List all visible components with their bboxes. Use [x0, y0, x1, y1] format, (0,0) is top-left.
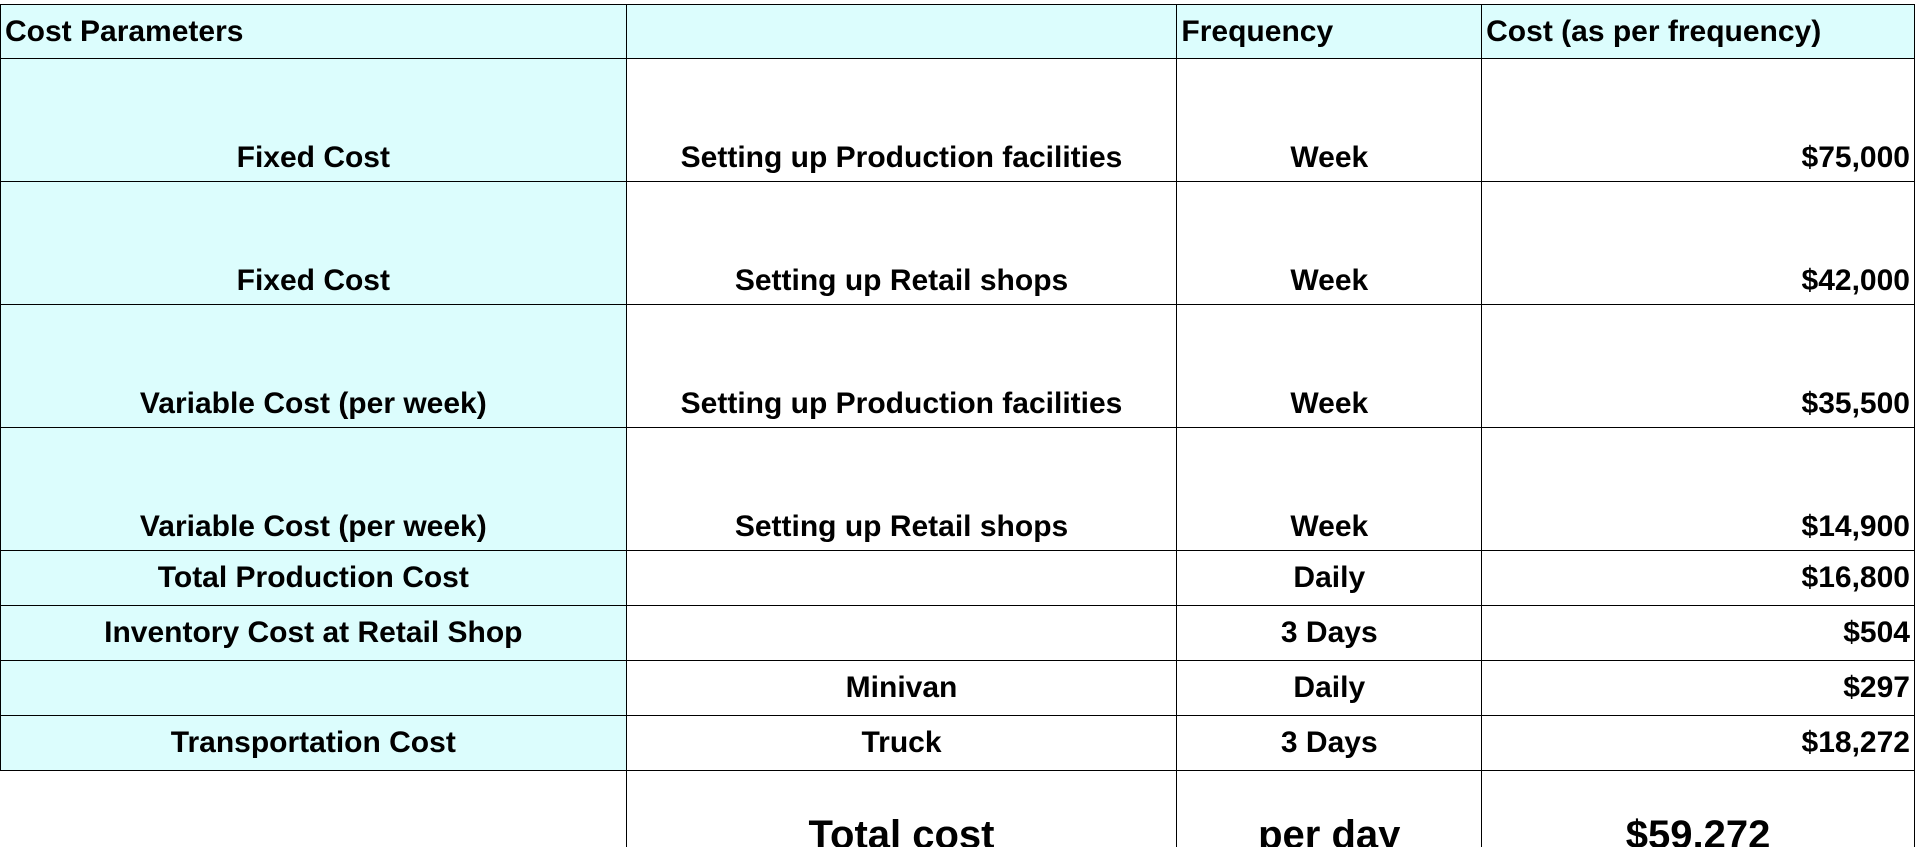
total-blank-cell — [0, 770, 627, 847]
table-row: Variable Cost (per week) Setting up Reta… — [0, 427, 1915, 551]
table-row: Minivan Daily $297 — [0, 660, 1915, 716]
table-row: Transportation Cost Truck 3 Days $18,272 — [0, 715, 1915, 771]
row-detail: Minivan — [625, 660, 1178, 716]
total-value: $59,272 — [1481, 770, 1915, 847]
row-parameter: Fixed Cost — [0, 58, 627, 182]
row-parameter: Variable Cost (per week) — [0, 427, 627, 551]
header-cost: Cost (as per frequency) — [1481, 4, 1915, 59]
total-frequency: per day — [1176, 770, 1483, 847]
row-cost: $504 — [1481, 605, 1915, 661]
cost-table: Cost Parameters Frequency Cost (as per f… — [0, 4, 1915, 847]
row-frequency: Daily — [1176, 550, 1483, 606]
row-frequency: 3 Days — [1176, 605, 1483, 661]
row-cost: $18,272 — [1481, 715, 1915, 771]
header-row: Cost Parameters Frequency Cost (as per f… — [0, 4, 1915, 59]
row-parameter: Fixed Cost — [0, 181, 627, 305]
row-frequency: Week — [1176, 58, 1483, 182]
header-detail — [625, 4, 1178, 59]
row-frequency: Week — [1176, 181, 1483, 305]
row-detail: Truck — [625, 715, 1178, 771]
row-frequency: Daily — [1176, 660, 1483, 716]
row-cost: $35,500 — [1481, 304, 1915, 428]
row-frequency: Week — [1176, 427, 1483, 551]
cost-table-container: Cost Parameters Frequency Cost (as per f… — [0, 4, 1915, 847]
row-cost: $42,000 — [1481, 181, 1915, 305]
total-row: Total cost per day $59,272 — [0, 770, 1915, 847]
row-detail: Setting up Production facilities — [625, 304, 1178, 428]
row-cost: $297 — [1481, 660, 1915, 716]
row-detail: Setting up Retail shops — [625, 181, 1178, 305]
row-cost: $16,800 — [1481, 550, 1915, 606]
row-detail: Setting up Retail shops — [625, 427, 1178, 551]
table-row: Variable Cost (per week) Setting up Prod… — [0, 304, 1915, 428]
row-cost: $75,000 — [1481, 58, 1915, 182]
row-detail — [625, 550, 1178, 606]
header-frequency: Frequency — [1176, 4, 1483, 59]
table-row: Total Production Cost Daily $16,800 — [0, 550, 1915, 606]
row-parameter: Variable Cost (per week) — [0, 304, 627, 428]
row-parameter — [0, 660, 627, 716]
row-detail: Setting up Production facilities — [625, 58, 1178, 182]
table-row: Fixed Cost Setting up Production facilit… — [0, 58, 1915, 182]
row-parameter: Total Production Cost — [0, 550, 627, 606]
row-parameter: Inventory Cost at Retail Shop — [0, 605, 627, 661]
row-frequency: 3 Days — [1176, 715, 1483, 771]
row-frequency: Week — [1176, 304, 1483, 428]
row-cost: $14,900 — [1481, 427, 1915, 551]
table-row: Inventory Cost at Retail Shop 3 Days $50… — [0, 605, 1915, 661]
row-parameter: Transportation Cost — [0, 715, 627, 771]
row-detail — [625, 605, 1178, 661]
total-label: Total cost — [625, 770, 1178, 847]
table-row: Fixed Cost Setting up Retail shops Week … — [0, 181, 1915, 305]
header-cost-parameters: Cost Parameters — [0, 4, 627, 59]
